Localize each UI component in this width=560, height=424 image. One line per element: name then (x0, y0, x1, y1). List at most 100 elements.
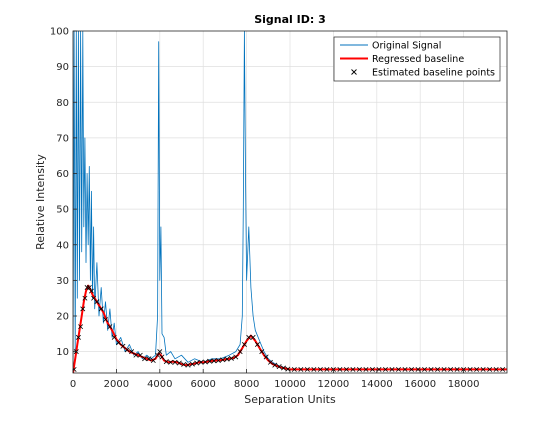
baseline-point-marker (78, 324, 84, 330)
baseline-point-marker (263, 354, 269, 360)
chart-title: Signal ID: 3 (254, 13, 326, 26)
baseline-point-marker (448, 366, 454, 372)
x-tick-label: 14000 (361, 379, 393, 390)
baseline-point-marker (220, 357, 226, 363)
baseline-point-marker (435, 366, 441, 372)
axis-ticks: 0 2000 4000 6000 8000 10000 12000 14000 16000 180… (50, 27, 480, 391)
x-tick-label: 8000 (234, 379, 259, 390)
baseline-point-marker (454, 366, 460, 372)
baseline-point-marker (133, 352, 139, 358)
baseline-point-marker (159, 354, 165, 360)
baseline-point-marker (376, 366, 382, 372)
baseline-point-marker (172, 359, 178, 365)
y-tick-label: 70 (56, 133, 69, 144)
y-tick-label: 30 (56, 276, 69, 287)
baseline-point-marker (343, 366, 349, 372)
baseline-point-marker (285, 366, 291, 372)
baseline-point-marker (281, 365, 286, 371)
baseline-point-marker (441, 366, 447, 372)
baseline-point-marker (254, 342, 260, 347)
baseline-point-marker (103, 317, 109, 323)
baseline-point-marker (124, 347, 130, 353)
x-tick-label: 0 (70, 379, 76, 390)
y-tick-label: 50 (56, 205, 69, 216)
baseline-point-marker (150, 358, 156, 364)
baseline-point-marker (73, 366, 77, 372)
baseline-point-marker (246, 334, 252, 340)
baseline-point-marker (98, 306, 104, 312)
baseline-point-marker (389, 366, 395, 372)
baseline-point-marker (467, 366, 473, 372)
baseline-point-marker (337, 366, 343, 372)
baseline-point-marker (324, 366, 330, 372)
baseline-point-marker (250, 334, 256, 340)
x-tick-label: 2000 (104, 379, 129, 390)
baseline-point-marker (428, 366, 434, 372)
baseline-point-marker (82, 295, 88, 301)
baseline-point-marker (215, 358, 221, 364)
baseline-point-marker (202, 359, 208, 365)
grid-lines (73, 31, 507, 373)
x-axis-label: Separation Units (244, 393, 336, 406)
baseline-point-marker (480, 366, 486, 372)
x-tick-label: 6000 (190, 379, 215, 390)
baseline-point-marker (142, 356, 148, 362)
x-tick-label: 12000 (317, 379, 349, 390)
legend-label: Original Signal (372, 41, 441, 52)
y-tick-label: 80 (56, 98, 69, 109)
baseline-point-marker (474, 366, 480, 372)
baseline-point-marker (155, 352, 161, 358)
x-tick-label: 18000 (448, 379, 480, 390)
baseline-point-marker (207, 358, 213, 364)
baseline-point-marker (276, 364, 282, 370)
baseline-point-marker (304, 366, 310, 372)
baseline-point-marker (396, 366, 401, 372)
baseline-point-marker (415, 366, 421, 372)
baseline-point-marker (88, 288, 94, 294)
baseline-point-marker (363, 366, 369, 372)
baseline-point-marker (129, 349, 135, 355)
baseline-point-marker (422, 366, 428, 372)
x-tick-label: 10000 (274, 379, 306, 390)
baseline-point-marker (86, 285, 92, 290)
y-tick-label: 90 (56, 62, 69, 73)
baseline-point-marker (94, 299, 100, 305)
baseline-point-marker (350, 366, 356, 372)
baseline-point-marker (233, 354, 239, 360)
baseline-point-marker (185, 362, 191, 368)
baseline-point-marker (181, 361, 187, 367)
baseline-point-marker (267, 359, 273, 365)
baseline-point-marker (298, 366, 304, 372)
baseline-point-marker (369, 366, 375, 372)
legend-label: Regressed baseline (372, 54, 464, 65)
baseline-point-marker (382, 366, 388, 372)
baseline-point-marker (317, 366, 323, 372)
baseline-point-marker (402, 366, 408, 372)
baseline-point-marker (146, 356, 152, 362)
baseline-point-marker (211, 358, 217, 364)
baseline-point-marker (259, 349, 265, 355)
x-tick-label: 16000 (404, 379, 436, 390)
baseline-point-marker (272, 362, 278, 368)
baseline-point-marker (168, 359, 174, 365)
baseline-point-marker (176, 360, 182, 366)
baseline-point-marker (189, 361, 195, 367)
baseline-point-marker (409, 366, 415, 372)
baseline-point-marker (198, 359, 204, 365)
baseline-point-marker (194, 360, 200, 366)
baseline-point-marker (241, 342, 247, 347)
baseline-point-marker (80, 306, 86, 312)
y-tick-label: 100 (50, 27, 69, 38)
baseline-point-marker (107, 324, 113, 330)
y-tick-label: 20 (56, 312, 69, 323)
y-tick-label: 10 (56, 347, 69, 358)
baseline-point-marker (228, 355, 234, 361)
baseline-point-marker (224, 356, 230, 362)
baseline-point-marker (157, 349, 163, 355)
legend: Original Signal Regressed baseline Estimat… (333, 36, 501, 82)
baseline-point-marker (291, 366, 297, 372)
baseline-point-marker (75, 334, 81, 340)
legend-swatch (351, 69, 357, 75)
baseline-point-marker (84, 285, 90, 290)
